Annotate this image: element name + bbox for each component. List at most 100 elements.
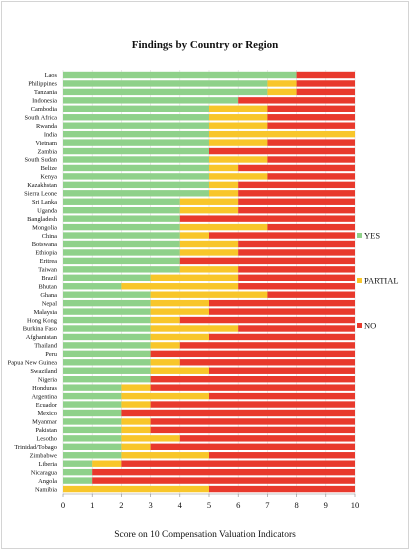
category-label: Kazakhstan [27,182,58,189]
x-axis: 0 1 2 3 4 5 6 7 8 9 10 [61,493,359,510]
bar-segment-yes [63,384,122,391]
bar-segment-partial [267,80,297,87]
bar-segment-yes [63,342,151,349]
bar-segment-partial [121,392,209,400]
bar-segment-no [150,384,355,391]
bar-segment-yes [63,359,151,366]
category-label: Indonesia [32,98,57,105]
bar-segment-no [209,367,355,374]
category-label: Vietnam [35,140,57,147]
bar-segment-no [267,122,355,129]
bar-segment-no [267,114,355,121]
bar-segment-partial [150,316,180,324]
bar-segment-partial [179,198,239,205]
bar-segment-no [267,139,355,146]
legend-label: PARTIAL [364,276,399,286]
bar-segment-yes [63,80,268,87]
bar-segment-yes [63,333,151,341]
bar-segment-yes [63,477,93,484]
bar-segment-yes [63,468,93,476]
category-label: Sierra Leone [24,191,57,198]
bar-segment-no [209,308,355,315]
bar-segment-partial [121,283,239,290]
bar-segment-yes [63,325,151,332]
category-label: Zimbabwe [30,452,57,459]
bar-segment-no [150,401,355,408]
bar-segment-yes [63,443,122,450]
bar-segment-no [209,147,355,155]
x-tick-label: 8 [294,500,298,510]
category-label: Ecuador [36,402,58,409]
bar-segment-yes [63,198,180,205]
bar-segment-no [267,156,355,163]
category-label: Nigeria [38,376,57,383]
bar-segment-yes [63,452,122,459]
bar-segment-no [238,325,355,332]
bar-segment-yes [63,139,209,146]
bar-segment-no [238,181,355,189]
bar-segment-no [209,333,355,341]
legend-label: YES [364,231,380,241]
bar-segment-yes [63,401,122,408]
bar-segment-no [296,88,355,96]
bar-segment-partial [209,190,239,197]
bar-segment-yes [63,122,209,129]
bar-segment-yes [63,274,151,281]
bar-segment-partial [267,88,297,96]
bar-segment-partial [179,232,209,239]
bar-segment-no [92,468,355,476]
bar-segment-yes [63,291,151,298]
category-label: Eritrea [40,258,58,265]
category-label: Papua New Guinea [8,360,57,367]
bar-segment-partial [150,342,180,349]
bar-segment-no [209,485,355,493]
bar-segment-no [267,173,355,180]
bar-segment-no [238,97,355,104]
legend-swatch [357,323,362,328]
category-label: Afghanistan [26,334,58,341]
bar-segment-yes [63,367,151,374]
bar-segment-partial [121,401,151,408]
bar-segment-yes [63,316,151,324]
chart-title: Findings by Country or Region [132,39,279,51]
bar-segment-yes [63,130,209,138]
bar-segment-no [238,207,355,214]
bar-segment-no [296,80,355,87]
category-label: Taiwan [38,267,58,274]
bar-segment-no [179,342,355,349]
category-label: Thailand [34,343,58,350]
bar-segment-no [238,190,355,197]
x-tick-label: 1 [90,500,94,510]
category-label: Trinidad/Tobago [14,444,57,451]
bar-segment-partial [209,130,355,138]
bar-segment-partial [179,249,239,256]
bar-segment-yes [63,190,209,197]
bar-segment-yes [63,266,180,273]
category-label: Pakistan [35,427,57,434]
category-label: Sri Lanka [32,199,57,206]
bar-segment-no [238,249,355,256]
bar-segment-no [92,477,355,484]
category-label: Rwanda [36,123,57,130]
legend-label: NO [364,321,376,331]
bar-segment-partial [179,207,239,214]
x-axis-label: Score on 10 Compensation Valuation Indic… [114,530,296,540]
bar-segment-partial [121,452,209,459]
bar-segment-partial [209,173,268,180]
category-label: Peru [45,351,58,358]
bar-segment-yes [63,409,122,417]
bar-segment-no [179,316,355,324]
bar-segment-partial [150,308,209,315]
x-tick-label: 4 [178,500,183,510]
category-label: Bhutan [39,283,58,290]
bar-segment-yes [63,299,151,307]
category-label: Mongolia [32,224,57,231]
category-label: Tanzania [34,89,57,96]
category-label: Malaysia [34,309,58,316]
category-label: Uganda [37,207,57,214]
bar-segment-partial [179,240,239,248]
bar-segment-partial [150,274,239,281]
bar-segment-partial [150,325,239,332]
category-label: Kenya [40,174,57,181]
bar-segment-partial [209,181,239,189]
